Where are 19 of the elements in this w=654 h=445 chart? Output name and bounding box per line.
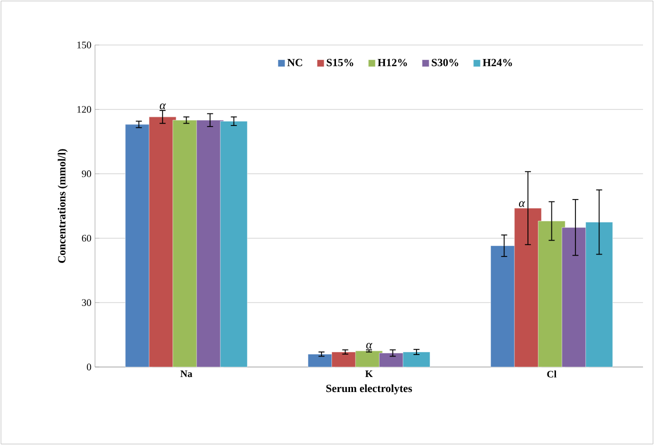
- legend-label: NC: [287, 58, 302, 66]
- y-axis-title: Concentrations (mmol/l): [58, 149, 68, 263]
- annotation: α: [366, 342, 372, 349]
- legend-label: S30%: [432, 58, 458, 66]
- x-axis-title: Serum electrolytes: [326, 384, 412, 394]
- annotation: α: [518, 201, 526, 207]
- y-tick-label: 0: [86, 364, 92, 370]
- y-tick-label: 30: [82, 299, 92, 306]
- legend-label: H12%: [378, 58, 407, 66]
- legend-label: S15%: [326, 58, 354, 66]
- x-tick-label: K: [365, 370, 373, 378]
- y-tick-label: 150: [77, 42, 92, 48]
- annotation: α: [160, 104, 166, 110]
- x-tick-label: Cl: [547, 370, 556, 378]
- y-tick-label: 120: [77, 106, 92, 113]
- x-tick-label: Na: [180, 370, 192, 378]
- y-tick-label: 90: [82, 170, 92, 178]
- legend-label: H24%: [482, 58, 512, 66]
- y-tick-label: 60: [82, 234, 92, 242]
